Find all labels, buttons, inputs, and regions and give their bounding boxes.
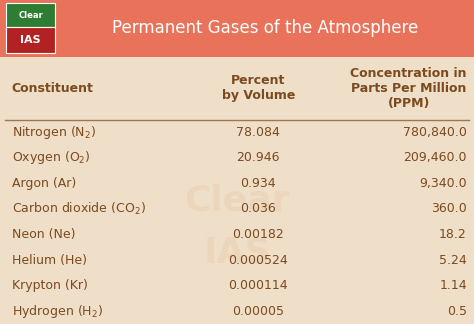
Text: Clear: Clear <box>184 184 290 218</box>
Text: Carbon dioxide (CO$_2$): Carbon dioxide (CO$_2$) <box>12 201 146 217</box>
Text: 0.000524: 0.000524 <box>228 254 288 267</box>
Text: 9,340.0: 9,340.0 <box>419 177 467 190</box>
Text: 0.036: 0.036 <box>240 202 276 215</box>
Text: 0.000114: 0.000114 <box>228 279 288 292</box>
Text: Neon (Ne): Neon (Ne) <box>12 228 75 241</box>
Text: IAS: IAS <box>203 236 271 270</box>
Text: 18.2: 18.2 <box>439 228 467 241</box>
Text: Concentration in
Parts Per Million
(PPM): Concentration in Parts Per Million (PPM) <box>350 67 467 110</box>
Text: Nitrogen (N$_2$): Nitrogen (N$_2$) <box>12 124 96 141</box>
Bar <box>0 0 474 57</box>
Text: Helium (He): Helium (He) <box>12 254 87 267</box>
Text: IAS: IAS <box>20 35 41 45</box>
Text: Krypton (Kr): Krypton (Kr) <box>12 279 88 292</box>
Text: 0.00005: 0.00005 <box>232 305 284 318</box>
Bar <box>6 3 55 27</box>
Text: 780,840.0: 780,840.0 <box>403 126 467 139</box>
Text: Hydrogen (H$_2$): Hydrogen (H$_2$) <box>12 303 103 320</box>
Text: 0.00182: 0.00182 <box>232 228 284 241</box>
Text: 78.084: 78.084 <box>237 126 280 139</box>
Text: Percent
by Volume: Percent by Volume <box>222 74 295 102</box>
Text: 1.14: 1.14 <box>439 279 467 292</box>
Text: 0.5: 0.5 <box>447 305 467 318</box>
Text: 360.0: 360.0 <box>431 202 467 215</box>
Text: Constituent: Constituent <box>12 82 94 95</box>
Text: Permanent Gases of the Atmosphere: Permanent Gases of the Atmosphere <box>112 19 419 37</box>
Text: 0.934: 0.934 <box>240 177 276 190</box>
Text: 209,460.0: 209,460.0 <box>403 151 467 164</box>
Text: 20.946: 20.946 <box>237 151 280 164</box>
Text: Clear: Clear <box>18 11 43 20</box>
Text: 5.24: 5.24 <box>439 254 467 267</box>
Text: Argon (Ar): Argon (Ar) <box>12 177 76 190</box>
Bar <box>6 27 55 53</box>
Text: Oxygen (O$_2$): Oxygen (O$_2$) <box>12 149 91 166</box>
